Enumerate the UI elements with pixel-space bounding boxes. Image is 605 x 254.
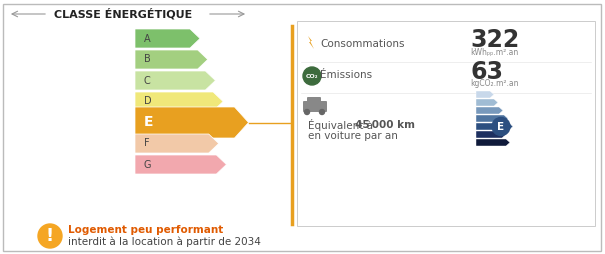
Text: CO₂: CO₂ — [306, 73, 318, 78]
Circle shape — [319, 109, 324, 115]
Polygon shape — [476, 123, 513, 130]
Text: F: F — [144, 138, 149, 149]
Text: Émissions: Émissions — [320, 70, 372, 80]
Polygon shape — [135, 107, 249, 138]
FancyBboxPatch shape — [303, 101, 327, 112]
FancyBboxPatch shape — [3, 4, 601, 251]
Text: G: G — [144, 160, 151, 169]
FancyBboxPatch shape — [307, 97, 321, 105]
Text: kgCO₂.m².an: kgCO₂.m².an — [470, 80, 518, 88]
Polygon shape — [476, 131, 506, 138]
Polygon shape — [135, 92, 223, 111]
Circle shape — [303, 67, 321, 85]
Polygon shape — [135, 50, 208, 69]
Polygon shape — [476, 139, 510, 146]
Text: interdit à la location à partir de 2034: interdit à la location à partir de 2034 — [68, 237, 261, 247]
Text: E: E — [144, 116, 154, 130]
Text: 322: 322 — [470, 28, 519, 52]
Text: C: C — [144, 75, 151, 86]
Text: 63: 63 — [470, 60, 503, 84]
Text: !: ! — [46, 227, 54, 245]
Polygon shape — [476, 107, 503, 114]
Text: en voiture par an: en voiture par an — [308, 131, 398, 141]
Polygon shape — [476, 115, 508, 122]
Text: 45 000 km: 45 000 km — [355, 120, 415, 130]
Polygon shape — [135, 155, 226, 174]
Polygon shape — [308, 36, 314, 49]
Polygon shape — [135, 71, 215, 90]
Text: Équivalent à: Équivalent à — [308, 119, 376, 131]
Text: CLASSE ÉNERGÉTIQUE: CLASSE ÉNERGÉTIQUE — [54, 8, 192, 20]
Text: Logement peu performant: Logement peu performant — [68, 225, 223, 235]
Text: E: E — [497, 121, 505, 132]
Circle shape — [492, 118, 510, 135]
Circle shape — [304, 109, 310, 115]
Polygon shape — [476, 99, 498, 106]
Polygon shape — [135, 134, 218, 153]
FancyBboxPatch shape — [297, 21, 595, 226]
Polygon shape — [135, 29, 200, 48]
Text: D: D — [144, 97, 152, 106]
Polygon shape — [476, 91, 494, 98]
Circle shape — [38, 224, 62, 248]
Text: A: A — [144, 34, 151, 43]
Text: Consommations: Consommations — [320, 39, 405, 49]
Text: B: B — [144, 55, 151, 65]
Text: kWhₚₚ.m².an: kWhₚₚ.m².an — [470, 47, 518, 56]
